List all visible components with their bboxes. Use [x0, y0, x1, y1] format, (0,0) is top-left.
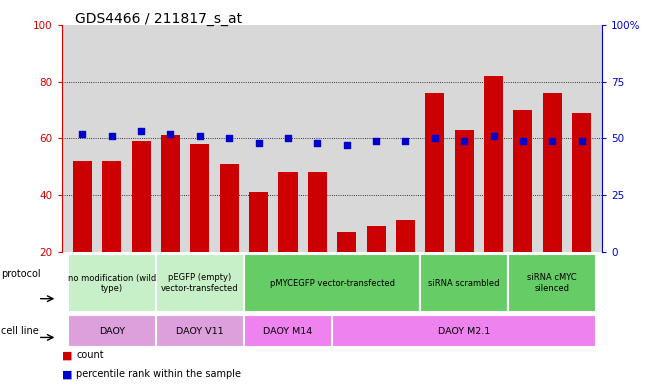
- Bar: [190, 144, 210, 308]
- Point: [312, 140, 322, 146]
- Text: DAOY M14: DAOY M14: [264, 327, 312, 336]
- Text: pMYCEGFP vector-transfected: pMYCEGFP vector-transfected: [270, 279, 395, 288]
- Point: [283, 135, 293, 141]
- Point: [107, 133, 117, 139]
- Text: cell line: cell line: [1, 326, 38, 336]
- Point: [430, 135, 440, 141]
- Bar: [219, 164, 239, 308]
- Point: [136, 128, 146, 134]
- Bar: [132, 141, 150, 308]
- Point: [459, 137, 469, 144]
- Point: [547, 137, 557, 144]
- Bar: [102, 161, 121, 308]
- Point: [165, 131, 176, 137]
- Bar: [396, 220, 415, 308]
- Bar: [514, 110, 533, 308]
- Text: DAOY M2.1: DAOY M2.1: [438, 327, 490, 336]
- Bar: [73, 161, 92, 308]
- Text: no modification (wild
type): no modification (wild type): [68, 273, 156, 293]
- Bar: [68, 315, 156, 347]
- Point: [576, 137, 587, 144]
- Bar: [156, 315, 244, 347]
- Bar: [68, 254, 156, 312]
- Text: pEGFP (empty)
vector-transfected: pEGFP (empty) vector-transfected: [161, 273, 239, 293]
- Text: percentile rank within the sample: percentile rank within the sample: [76, 369, 241, 379]
- Text: protocol: protocol: [1, 268, 40, 279]
- Text: ■: ■: [62, 350, 72, 360]
- Point: [488, 133, 499, 139]
- Bar: [367, 226, 385, 308]
- Bar: [308, 172, 327, 308]
- Bar: [425, 93, 445, 308]
- Bar: [161, 136, 180, 308]
- Bar: [332, 315, 596, 347]
- Point: [518, 137, 528, 144]
- Text: DAOY V11: DAOY V11: [176, 327, 224, 336]
- Point: [371, 137, 381, 144]
- Point: [253, 140, 264, 146]
- Bar: [572, 113, 591, 308]
- Bar: [249, 192, 268, 308]
- Text: GDS4466 / 211817_s_at: GDS4466 / 211817_s_at: [75, 12, 242, 25]
- Bar: [244, 315, 332, 347]
- Text: DAOY: DAOY: [99, 327, 125, 336]
- Bar: [279, 172, 298, 308]
- Point: [195, 133, 205, 139]
- Bar: [508, 254, 596, 312]
- Bar: [543, 93, 562, 308]
- Bar: [156, 254, 244, 312]
- Text: siRNA scrambled: siRNA scrambled: [428, 279, 500, 288]
- Point: [342, 142, 352, 148]
- Text: ■: ■: [62, 369, 72, 379]
- Bar: [420, 254, 508, 312]
- Bar: [337, 232, 356, 308]
- Point: [400, 137, 411, 144]
- Bar: [244, 254, 420, 312]
- Bar: [484, 76, 503, 308]
- Point: [224, 135, 234, 141]
- Bar: [454, 130, 474, 308]
- Text: count: count: [76, 350, 104, 360]
- Point: [77, 131, 88, 137]
- Text: siRNA cMYC
silenced: siRNA cMYC silenced: [527, 273, 577, 293]
